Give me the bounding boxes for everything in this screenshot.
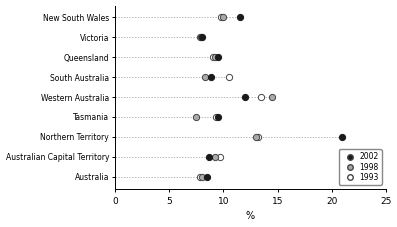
X-axis label: %: % [246,211,255,222]
Legend: 2002, 1998, 1993: 2002, 1998, 1993 [339,149,382,185]
